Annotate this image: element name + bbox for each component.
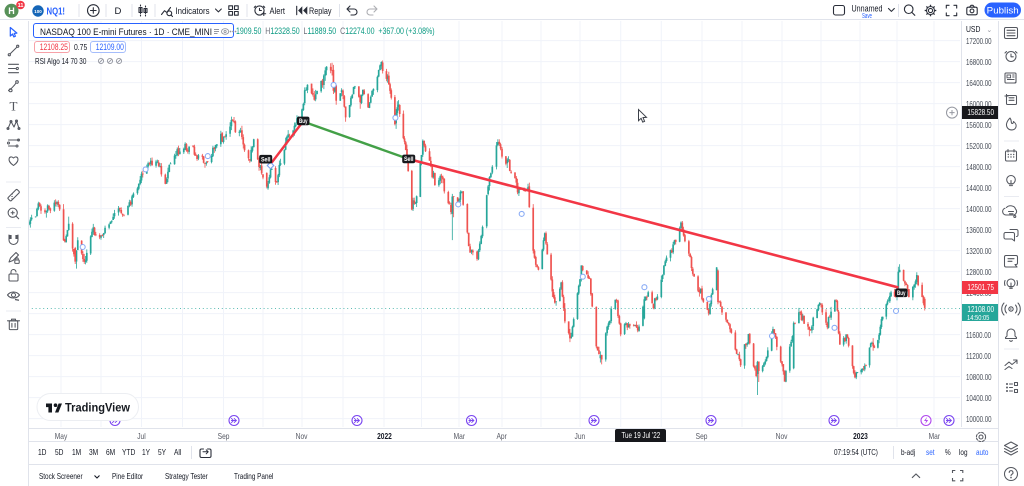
svg-text:Save: Save bbox=[862, 13, 872, 20]
svg-text:100: 100 bbox=[34, 9, 42, 14]
svg-text:Buy: Buy bbox=[897, 290, 906, 297]
svg-text:Sell: Sell bbox=[261, 156, 271, 163]
svg-text:Indicators: Indicators bbox=[176, 6, 210, 17]
svg-text:Publish: Publish bbox=[987, 5, 1019, 16]
svg-text:T: T bbox=[10, 99, 18, 114]
svg-text:D: D bbox=[115, 6, 122, 17]
svg-text:Replay: Replay bbox=[309, 6, 332, 17]
svg-text:TradingView: TradingView bbox=[65, 403, 130, 415]
svg-text:Alert: Alert bbox=[270, 6, 286, 17]
svg-text:H: H bbox=[8, 6, 15, 16]
svg-text:Buy: Buy bbox=[299, 118, 308, 125]
svg-text:Sell: Sell bbox=[404, 156, 414, 163]
svg-text:NASDAQ 100 E-mini Futures · 1D: NASDAQ 100 E-mini Futures · 1D · CME_MIN… bbox=[40, 27, 212, 38]
svg-text:Unnamed: Unnamed bbox=[852, 4, 883, 15]
svg-text:11: 11 bbox=[18, 3, 24, 9]
svg-text:NQ1!: NQ1! bbox=[47, 7, 66, 18]
